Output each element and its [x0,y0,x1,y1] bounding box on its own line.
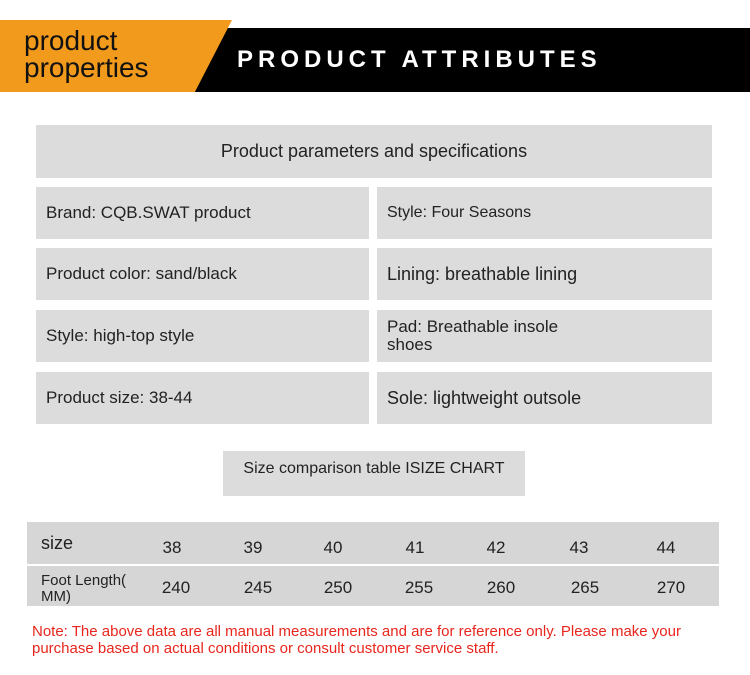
spec-season: Style: Four Seasons [377,187,712,239]
size-cell: 43 [569,538,589,557]
spec-size: Product size: 38-44 [36,372,369,424]
foot-length-cell: 255 [404,578,434,597]
foot-length-label: Foot Length( MM) [41,573,126,605]
foot-length-cell: 270 [656,578,686,597]
banner-title: PRODUCT ATTRIBUTES [237,46,602,73]
size-cell: 40 [323,538,343,557]
tag-line-1: product [24,25,118,56]
spec-style: Style: high-top style [36,310,369,362]
foot-length-cell: 245 [243,578,273,597]
size-row-label: size [41,533,74,553]
size-chart-title: Size comparison table ISIZE CHART [223,451,525,496]
spec-pad: Pad: Breathable insole shoes [377,310,712,362]
disclaimer-note: Note: The above data are all manual meas… [32,623,681,657]
spec-sole: Sole: lightweight outsole [377,372,712,424]
tag-line-2: properties [24,52,149,83]
size-cell: 41 [405,538,425,557]
tag-text: product properties [24,25,149,83]
foot-length-label-line2: MM) [41,588,71,605]
spec-lining: Lining: breathable lining [377,248,712,300]
size-cell: 42 [486,538,506,557]
foot-length-cell: 250 [323,578,353,597]
spec-color: Product color: sand/black [36,248,369,300]
foot-length-cell: 240 [161,578,191,597]
size-cell: 38 [162,538,182,557]
size-cell: 44 [656,538,676,557]
foot-length-cell: 265 [570,578,600,597]
orange-tag [0,20,232,92]
specs-header: Product parameters and specifications [36,125,712,178]
table-divider [27,564,719,566]
size-cell: 39 [243,538,263,557]
spec-brand: Brand: CQB.SWAT product [36,187,369,239]
foot-length-cell: 260 [486,578,516,597]
foot-length-label-line1: Foot Length( [41,572,127,589]
